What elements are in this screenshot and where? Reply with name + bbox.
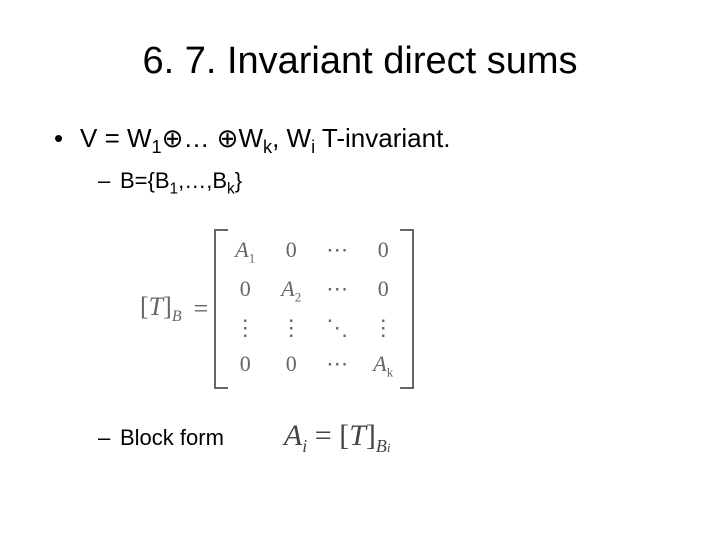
text-b-mid: ,…,B (178, 168, 227, 193)
matrix-cell: 0 (234, 276, 256, 305)
matrix-cell: Ak (372, 351, 394, 380)
sub-1: 1 (152, 137, 162, 157)
matrix-cell: ⋮ (372, 315, 394, 341)
f2-bi: i (387, 440, 391, 455)
bullet-decomposition: V = W1⊕… ⊕Wk, Wi T-invariant. (50, 123, 670, 158)
formula-ai: Ai = [T]Bi (284, 419, 391, 457)
f2-open: [ (339, 419, 349, 452)
matrix-equation: [T]B = A10⋯00A2⋯0⋮⋮⋱⋮00⋯Ak (140, 229, 670, 389)
blockform-label: Block form (120, 425, 224, 450)
f2-close: ] (366, 419, 376, 452)
sub-k: k (263, 137, 272, 157)
matrix-cell: ⋮ (234, 315, 256, 341)
left-bracket: [ (140, 292, 149, 321)
equals-sign: = (194, 294, 209, 324)
matrix-cell: 0 (280, 237, 302, 266)
oplus-icon: ⊕ (162, 124, 184, 153)
matrix-cell: 0 (372, 237, 394, 266)
block-matrix: A10⋯00A2⋯0⋮⋮⋱⋮00⋯Ak (214, 229, 414, 389)
sub-bk: k (227, 181, 235, 198)
lhs-t: T (149, 292, 163, 321)
text-wi: , W (272, 123, 311, 153)
f2-b: B (376, 436, 387, 456)
matrix-cell: 0 (280, 351, 302, 380)
right-bracket: ] (163, 292, 172, 321)
text-invariant: T-invariant. (315, 123, 450, 153)
f2-eq: = (307, 419, 339, 452)
matrix-cell: A2 (280, 276, 302, 305)
bullet-basis: B={B1,…,Bk} (50, 168, 670, 198)
matrix-cell: 0 (234, 351, 256, 380)
f2-a: A (284, 419, 302, 452)
lhs-sub-b: B (172, 308, 182, 325)
text-v-eq: V = W (80, 123, 152, 153)
matrix-left-bracket (214, 229, 228, 389)
matrix-cell: ⋮ (280, 315, 302, 341)
bullet-blockform: Block form (50, 425, 224, 451)
text-dots: … (183, 123, 216, 153)
matrix-cell: ⋱ (326, 315, 348, 341)
matrix-cell: 0 (372, 276, 394, 305)
oplus-icon: ⊕ (217, 124, 239, 153)
matrix-cell: ⋯ (326, 237, 348, 266)
text-b-end: } (235, 168, 242, 193)
matrix-cell: ⋯ (326, 276, 348, 305)
text-b-pre: B={B (120, 168, 170, 193)
matrix-cell: ⋯ (326, 351, 348, 380)
lhs-bracket-t: [T]B (140, 292, 182, 326)
slide-title: 6. 7. Invariant direct sums (50, 40, 670, 83)
matrix-cell: A1 (234, 237, 256, 266)
matrix-right-bracket (400, 229, 414, 389)
sub-b1: 1 (170, 181, 179, 198)
text-wk: W (238, 123, 263, 153)
f2-t: T (349, 419, 366, 452)
matrix-grid: A10⋯00A2⋯0⋮⋮⋱⋮00⋯Ak (228, 229, 400, 389)
